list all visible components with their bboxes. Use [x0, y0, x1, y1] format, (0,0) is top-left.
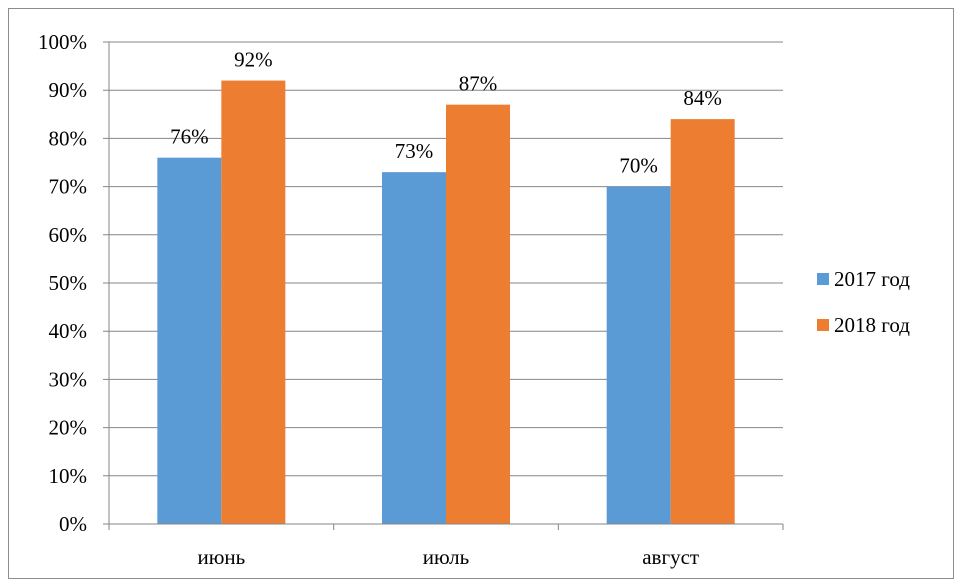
legend-swatch: [817, 319, 829, 331]
legend-swatch: [817, 273, 829, 285]
y-tick-label: 80%: [49, 126, 88, 150]
bar: [157, 157, 222, 524]
y-tick-label: 30%: [49, 367, 88, 391]
data-label: 70%: [619, 154, 658, 178]
data-label: 92%: [234, 48, 273, 72]
data-label: 87%: [459, 72, 498, 96]
data-label: 73%: [395, 139, 434, 163]
bar: [670, 119, 735, 525]
y-tick-label: 10%: [49, 464, 88, 488]
x-category-label: июнь: [197, 545, 245, 569]
y-tick-label: 60%: [49, 223, 88, 247]
bar: [446, 104, 510, 524]
y-tick-label: 70%: [49, 175, 88, 199]
legend-label: 2018 год: [834, 313, 910, 337]
y-tick-label: 0%: [59, 512, 87, 536]
y-tick-label: 40%: [49, 319, 88, 343]
bar: [382, 172, 446, 524]
data-label: 84%: [683, 86, 722, 110]
x-category-label: июль: [423, 545, 469, 569]
data-label: 76%: [170, 125, 209, 149]
legend-label: 2017 год: [834, 267, 910, 291]
y-tick-label: 50%: [49, 271, 88, 295]
y-tick-label: 20%: [49, 416, 88, 440]
y-tick-label: 100%: [38, 30, 87, 54]
bar: [221, 80, 286, 524]
y-tick-label: 90%: [49, 78, 88, 102]
bar: [606, 186, 671, 524]
x-category-label: август: [642, 545, 699, 569]
